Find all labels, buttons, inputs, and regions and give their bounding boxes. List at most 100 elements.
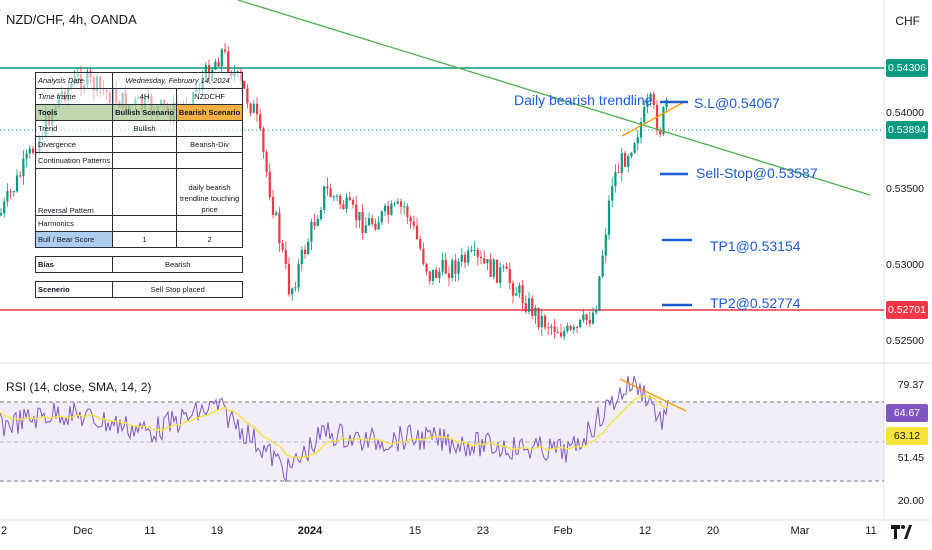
candle-body[interactable] <box>444 259 447 274</box>
support-price-tag[interactable]: 0.52701 <box>886 301 928 319</box>
candle-body[interactable] <box>473 249 476 251</box>
candle-body[interactable] <box>633 143 636 153</box>
candle-body[interactable] <box>476 249 479 257</box>
candle-body[interactable] <box>447 273 451 278</box>
candle-body[interactable] <box>335 195 339 197</box>
candle-body[interactable] <box>655 104 659 131</box>
candle-body[interactable] <box>326 186 329 189</box>
candle-body[interactable] <box>646 100 649 108</box>
candle-body[interactable] <box>563 331 566 337</box>
candle-body[interactable] <box>438 271 441 279</box>
candle-body[interactable] <box>204 65 207 79</box>
candle-body[interactable] <box>435 269 438 279</box>
candle-body[interactable] <box>534 307 537 316</box>
candle-body[interactable] <box>351 200 355 205</box>
candle-body[interactable] <box>553 326 556 333</box>
candle-body[interactable] <box>310 221 313 242</box>
candle-body[interactable] <box>662 107 665 135</box>
candle-body[interactable] <box>364 225 367 233</box>
candle-body[interactable] <box>246 88 249 104</box>
trendline-annotation[interactable]: Daily bearish trendline <box>514 92 653 108</box>
candle-body[interactable] <box>627 156 630 167</box>
rsi-sma-line[interactable] <box>0 394 669 459</box>
candle-body[interactable] <box>303 249 307 255</box>
candle-body[interactable] <box>505 266 508 269</box>
candle-body[interactable] <box>12 191 15 193</box>
candle-body[interactable] <box>281 243 284 250</box>
candle-body[interactable] <box>521 285 524 304</box>
candle-body[interactable] <box>508 268 511 284</box>
candle-body[interactable] <box>214 61 217 70</box>
candle-body[interactable] <box>623 153 627 167</box>
daily-bearish-trendline[interactable] <box>237 0 871 196</box>
candle-body[interactable] <box>367 218 371 226</box>
candle-body[interactable] <box>531 298 534 316</box>
candle-body[interactable] <box>291 288 294 295</box>
candle-body[interactable] <box>387 205 390 215</box>
candle-body[interactable] <box>604 234 607 256</box>
candle-body[interactable] <box>537 307 540 328</box>
candle-body[interactable] <box>595 310 598 313</box>
candle-body[interactable] <box>611 186 614 201</box>
candle-body[interactable] <box>518 285 521 294</box>
candle-body[interactable] <box>399 201 403 207</box>
candle-body[interactable] <box>265 152 268 172</box>
sell-stop-annotation[interactable]: Sell-Stop@0.53587 <box>696 165 818 181</box>
candle-body[interactable] <box>252 103 255 113</box>
candle-body[interactable] <box>278 212 281 244</box>
candle-body[interactable] <box>383 205 387 212</box>
current-price-tag[interactable]: 0.53894 <box>886 121 928 139</box>
candle-body[interactable] <box>380 211 383 223</box>
candle-body[interactable] <box>428 271 431 281</box>
candle-body[interactable] <box>547 327 550 329</box>
candle-body[interactable] <box>358 211 361 221</box>
candle-body[interactable] <box>550 326 553 328</box>
tradingview-logo-icon[interactable] <box>889 521 913 543</box>
candle-body[interactable] <box>467 250 470 263</box>
candle-body[interactable] <box>31 148 35 153</box>
candle-body[interactable] <box>502 266 505 268</box>
candle-body[interactable] <box>483 258 486 264</box>
candle-body[interactable] <box>601 255 604 277</box>
candle-body[interactable] <box>643 107 646 123</box>
candle-body[interactable] <box>227 51 230 73</box>
candle-body[interactable] <box>559 332 563 337</box>
candle-body[interactable] <box>268 171 271 198</box>
candle-body[interactable] <box>262 128 265 153</box>
candle-body[interactable] <box>441 259 444 272</box>
candle-body[interactable] <box>572 326 575 330</box>
candle-body[interactable] <box>348 197 351 201</box>
candle-body[interactable] <box>457 261 460 274</box>
candle-body[interactable] <box>620 153 623 173</box>
candle-body[interactable] <box>470 250 473 252</box>
candle-body[interactable] <box>460 254 463 262</box>
candle-body[interactable] <box>316 218 319 226</box>
candle-body[interactable] <box>220 49 223 67</box>
candle-body[interactable] <box>543 315 547 328</box>
rsi-divergence-line[interactable] <box>619 378 687 412</box>
candle-body[interactable] <box>425 263 428 272</box>
candle-body[interactable] <box>486 259 489 264</box>
candle-body[interactable] <box>396 201 399 204</box>
candle-body[interactable] <box>636 137 639 144</box>
candle-body[interactable] <box>431 269 435 281</box>
candle-body[interactable] <box>451 260 454 278</box>
candle-body[interactable] <box>355 204 358 221</box>
candle-body[interactable] <box>588 319 591 324</box>
candle-body[interactable] <box>556 332 559 334</box>
candle-body[interactable] <box>403 206 406 208</box>
candle-body[interactable] <box>454 260 457 274</box>
orange-trendline[interactable] <box>621 100 687 137</box>
candle-body[interactable] <box>527 298 531 312</box>
candle-body[interactable] <box>515 293 518 296</box>
candle-body[interactable] <box>249 103 252 113</box>
candle-body[interactable] <box>332 196 335 198</box>
candle-body[interactable] <box>3 201 6 214</box>
candle-body[interactable] <box>28 148 31 154</box>
candle-body[interactable] <box>585 314 588 320</box>
candle-body[interactable] <box>294 287 297 289</box>
candle-body[interactable] <box>393 203 396 205</box>
candle-body[interactable] <box>287 263 291 295</box>
candle-body[interactable] <box>22 158 25 177</box>
candle-body[interactable] <box>15 175 19 192</box>
